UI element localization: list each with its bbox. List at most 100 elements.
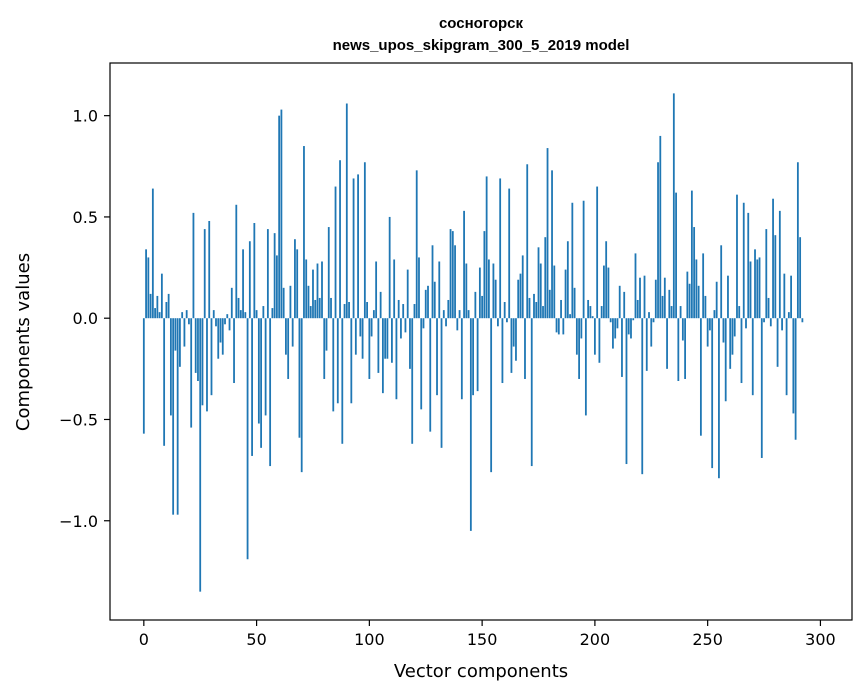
bar-48 [251,318,253,456]
bar-76 [314,299,317,319]
bar-215 [627,318,630,335]
bar-198 [589,306,592,319]
bar-71 [303,146,305,319]
bar-142 [463,210,465,319]
bar-121 [415,170,418,319]
bar-238 [679,306,682,319]
bar-23 [194,318,197,373]
bar-177 [542,306,544,319]
bar-2 [147,257,150,319]
bar-124 [422,318,425,329]
bar-202 [598,318,601,363]
bar-61 [280,109,283,319]
bar-12 [169,318,172,416]
chart-subtitle: news_upos_skipgram_300_5_2019 model [333,37,630,54]
bar-3 [149,293,152,319]
bar-36 [224,318,226,325]
bar-51 [257,318,260,424]
bar-63 [285,318,287,355]
bar-136 [449,229,452,319]
bar-266 [742,202,745,319]
bar-27 [203,229,206,319]
bar-153 [487,259,490,319]
x-tick-label: 150 [467,630,498,649]
bar-65 [289,285,292,319]
bar-180 [548,289,551,319]
bar-205 [605,241,608,319]
bar-68 [296,249,299,319]
bar-204 [603,265,605,319]
bar-95 [357,174,359,319]
bar-243 [690,190,693,319]
bar-158 [499,178,502,319]
bar-157 [497,318,499,327]
bar-107 [384,318,387,359]
bar-32 [215,318,217,327]
bar-156 [494,279,497,319]
bar-13 [172,318,175,515]
bar-62 [282,287,285,319]
bar-151 [483,231,486,319]
bar-164 [512,318,515,347]
bar-132 [440,318,443,448]
bar-8 [160,273,163,319]
bar-278 [769,318,772,327]
bar-138 [454,245,456,319]
bar-229 [659,135,662,319]
bar-227 [654,279,657,319]
bar-271 [754,249,756,319]
bar-199 [591,316,594,319]
bar-256 [720,245,723,319]
bar-16 [179,318,181,367]
bar-42 [237,297,240,319]
bar-49 [253,223,256,319]
bar-167 [519,273,522,319]
bar-56 [269,318,272,467]
bar-292 [801,318,804,323]
bar-220 [639,277,641,319]
bar-281 [776,318,779,367]
bar-274 [760,318,763,458]
bar-176 [539,263,542,319]
bar-28 [206,318,208,412]
bar-234 [670,306,673,319]
bar-120 [413,304,416,319]
bar-196 [584,318,587,416]
bar-179 [546,148,549,319]
bar-55 [266,229,269,319]
bar-118 [409,318,411,369]
bar-97 [361,318,364,359]
bar-130 [436,318,438,396]
y-tick-label: 1.0 [73,107,98,126]
bar-277 [767,297,770,319]
bar-236 [675,192,677,319]
bar-193 [578,318,580,379]
y-axis-label: Components values [13,253,34,431]
y-tick-label: 0.5 [73,208,98,227]
x-tick-label: 250 [692,630,723,649]
bar-145 [469,318,472,531]
bar-94 [354,318,357,355]
bar-87 [339,160,341,319]
bar-287 [790,275,792,319]
y-tick-label: −0.5 [59,410,98,429]
bar-66 [291,318,294,347]
bar-127 [429,318,432,432]
bar-260 [729,318,732,369]
bar-286 [787,312,790,319]
bar-279 [772,198,774,319]
bar-4 [151,188,154,319]
bar-46 [246,318,249,560]
bar-253 [713,310,716,319]
bar-105 [379,291,382,319]
bar-216 [630,318,632,339]
bar-35 [221,318,224,355]
bar-280 [774,235,777,319]
bar-123 [420,318,423,410]
bar-82 [327,227,330,319]
bar-161 [506,318,508,323]
bar-178 [544,237,547,319]
bar-111 [393,259,396,319]
bar-64 [287,318,290,379]
bar-189 [569,314,571,319]
